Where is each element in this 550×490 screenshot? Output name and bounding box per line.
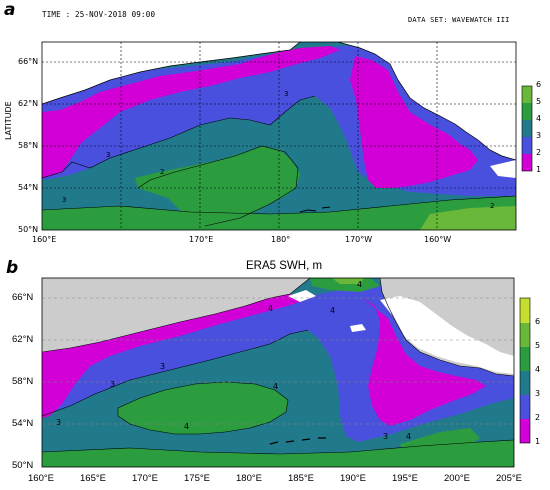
panel-b-colorbar-tick: 6: [535, 317, 541, 326]
panel-b-contour-label: 4: [406, 432, 412, 441]
panel-a-lon-label: 180°: [271, 235, 291, 244]
panel-a-y-axis-label: LATITUDE: [4, 101, 13, 140]
land-alaska: [338, 42, 516, 160]
panel-b-lon-label: 200°E: [444, 473, 470, 484]
swh-level-5-south: [420, 206, 516, 230]
swh-level-1-east: [350, 56, 478, 188]
swh-level-4-patch-east: [400, 428, 480, 458]
panel-a-lat-label: 50°N: [18, 225, 39, 234]
land-alaska-peninsula: [490, 160, 516, 178]
panel-b-lat-label: 66°N: [12, 292, 34, 303]
panel-a-time-label: TIME : 25-NOV-2018 09:00: [42, 10, 156, 19]
panel-b-lon-label: 205°E: [496, 473, 522, 484]
contour-line-south: [42, 195, 516, 215]
panel-b-lat-label: 50°N: [12, 460, 34, 471]
contour-line-south: [42, 439, 514, 455]
panel-b-lon-label: 180°E: [236, 473, 262, 484]
panel-a-frame: [41, 41, 517, 231]
panel-a-contour-label: 3: [62, 196, 67, 204]
island-st-lawrence: [350, 324, 366, 332]
panel-a-contour-label: 3: [106, 151, 111, 159]
panel-b-lon-label: 160°E: [28, 473, 54, 484]
contour-line-3: [42, 95, 316, 179]
swh-level-1-coast: [42, 294, 300, 418]
panel-a-lat-label: 58°N: [18, 141, 39, 150]
contour-line-4: [117, 381, 289, 435]
panel-a-colorbar-tick: 5: [536, 97, 542, 106]
panel-b-contour-label: 3: [160, 362, 166, 371]
panel-b-contour-label: 4: [357, 280, 363, 289]
panel-b-contour-label: 3: [56, 418, 62, 427]
panel-a-lon-label: 160°E: [32, 235, 57, 244]
panel-a-colorbar-tick: 2: [536, 148, 542, 157]
panel-b-contour-label: 4: [273, 382, 279, 391]
panel-b-lon-label: 195°E: [392, 473, 418, 484]
swh-level-4-south: [42, 196, 516, 230]
panel-a-contour-label: 2: [490, 202, 495, 210]
panel-b-colorbar: [519, 297, 531, 444]
panel-b-colorbar-tick: 3: [535, 389, 541, 398]
land-chukotka-white: [288, 290, 316, 302]
land-siberia: [42, 278, 310, 352]
panel-b-contour-label: 4: [330, 306, 336, 315]
panel-b-contour-label: 4: [184, 422, 190, 431]
swh-level-4-south: [42, 440, 514, 467]
panel-a-lat-label: 66°N: [18, 57, 39, 66]
panel-a-colorbar-tick: 3: [536, 131, 542, 140]
panel-a-colorbar-tick: 4: [536, 114, 542, 123]
panel-b-contour-label: 3: [383, 432, 389, 441]
panel-a-map: [41, 41, 533, 231]
swh-level-4-patch-center: [118, 382, 288, 434]
panel-b-lon-label: 170°E: [132, 473, 158, 484]
panel-b-letter: b: [6, 258, 19, 278]
panel-b-lat-label: 62°N: [12, 334, 34, 345]
panel-a-wavewatch: a TIME : 25-NOV-2018 09:00 DATA SET: WAV…: [4, 0, 542, 244]
panel-b-lon-label: 175°E: [184, 473, 210, 484]
panel-b-lat-label: 58°N: [12, 376, 34, 387]
contour-line-4: [137, 145, 299, 227]
panel-a-lon-label: 160°W: [424, 235, 452, 244]
swh-level-1-east: [362, 298, 486, 426]
coastline-alaska: [379, 278, 514, 377]
panel-b-title: ERA5 SWH, m: [246, 260, 323, 272]
land-alaska-white: [380, 296, 514, 374]
panel-a-letter: a: [4, 0, 16, 20]
panel-b-colorbar-tick: 5: [535, 341, 541, 350]
panel-a-lon-label: 170°W: [345, 235, 373, 244]
aleutian-islands: [269, 437, 326, 445]
swh-level-1-coast: [42, 46, 340, 178]
coastline-siberia: [42, 278, 311, 353]
aleutian-islands: [299, 206, 331, 213]
panel-a-dataset-label: DATA SET: WAVEWATCH III: [408, 16, 510, 24]
panel-a-contour-label: 3: [284, 90, 289, 98]
panel-a-lon-label: 170°E: [189, 235, 214, 244]
panel-a-lat-label: 62°N: [18, 99, 39, 108]
panel-b-colorbar-tick: 1: [535, 437, 541, 446]
panel-b-lat-label: 54°N: [12, 418, 34, 429]
panel-b-colorbar-tick: 2: [535, 413, 541, 422]
panel-b-contour-label: 4: [268, 304, 274, 313]
panel-a-contour-label: 2: [160, 168, 165, 176]
panel-a-colorbar-tick: 1: [536, 165, 542, 174]
swh-level-4-patch-center: [135, 146, 300, 226]
coastline-siberia: [42, 42, 301, 105]
panel-b-lon-label: 185°E: [288, 473, 314, 484]
coastline-alaska: [337, 42, 516, 161]
panel-b-colorbar-tick: 4: [535, 365, 541, 374]
panel-a-colorbar-tick: 6: [536, 80, 542, 89]
panel-a-lat-label: 54°N: [18, 183, 39, 192]
panel-b-lon-label: 190°E: [340, 473, 366, 484]
contour-line-3: [42, 329, 309, 417]
panel-b-frame: [41, 277, 515, 468]
panel-b-map: [41, 277, 531, 468]
panel-b-era5: b ERA5 SWH, m: [0, 256, 550, 490]
panel-a-colorbar: [521, 85, 533, 172]
panel-b-lon-label: 165°E: [80, 473, 106, 484]
swh-level-5-bering-strait: [332, 278, 364, 284]
swh-level-4-bering-strait: [310, 278, 380, 292]
panel-b-contour-label: 3: [110, 380, 116, 389]
